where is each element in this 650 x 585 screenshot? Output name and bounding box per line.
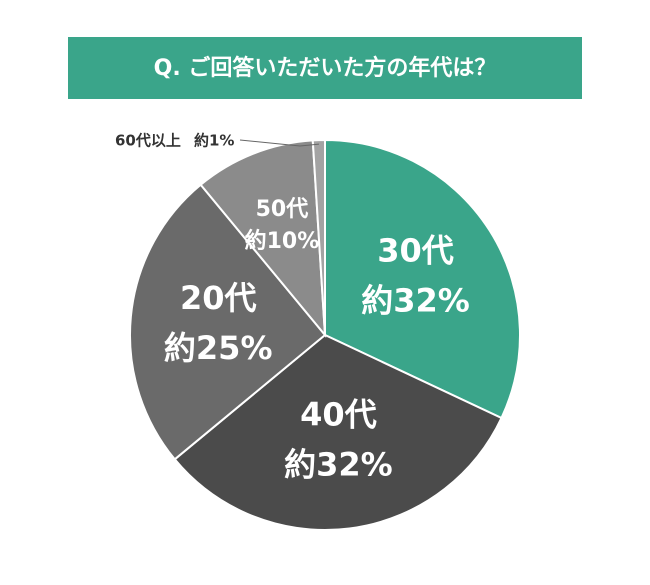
category-label: 20代 <box>180 279 257 317</box>
title-banner <box>68 37 582 99</box>
category-label: 40代 <box>300 395 377 433</box>
value-label: 約1% <box>194 132 234 150</box>
value-label: 約32% <box>284 445 393 483</box>
value-label: 約10% <box>245 228 320 254</box>
category-label: 60代以上 <box>115 132 181 150</box>
pie-slice <box>129 183 327 461</box>
category-label: 50代 <box>256 197 309 222</box>
leader-line <box>239 139 320 147</box>
pie-slice <box>311 138 326 336</box>
value-label: 約32% <box>361 282 470 320</box>
pie-slice <box>199 139 327 339</box>
chart-title: Q. ご回答いただいた方の年代は？ <box>154 55 497 81</box>
value-label: 約25% <box>164 329 273 367</box>
category-label: 30代 <box>377 232 454 270</box>
pie-slice <box>324 138 521 420</box>
pie-slice <box>173 333 503 531</box>
